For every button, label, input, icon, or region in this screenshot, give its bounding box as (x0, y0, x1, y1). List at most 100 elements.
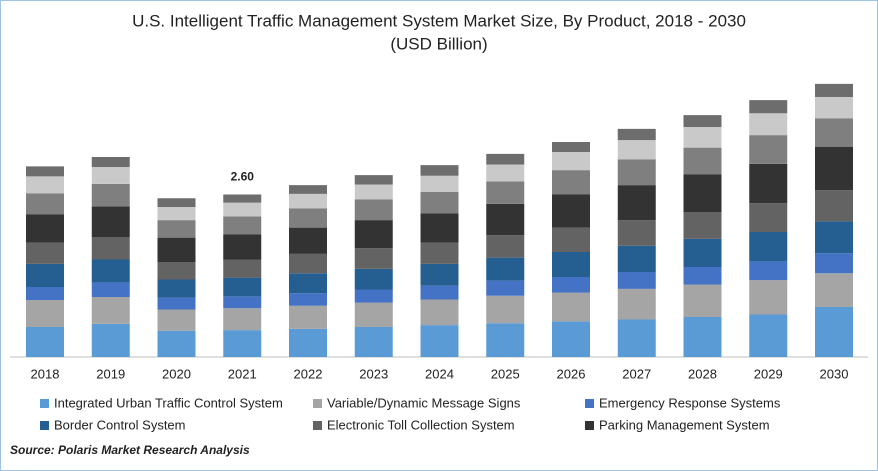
bar-segment (223, 194, 262, 203)
bar-segment (91, 206, 130, 237)
bar-segment (354, 175, 393, 185)
chart-subtitle: (USD Billion) (390, 34, 487, 53)
bar-segment (26, 300, 64, 327)
bar-segment (683, 238, 722, 267)
bar-segment (91, 167, 130, 184)
legend-label: Border Control System (54, 417, 186, 432)
bar-segment (552, 142, 590, 152)
legend-label: Variable/Dynamic Message Signs (327, 395, 521, 410)
bar-segment (26, 166, 64, 177)
bar-segment (486, 203, 525, 236)
bar-segment (617, 220, 656, 246)
bar-segment (26, 242, 64, 264)
bar-segment (26, 214, 64, 243)
legend-label: Parking Management System (599, 417, 770, 432)
bar-segment (749, 113, 788, 136)
bar-segment (157, 330, 196, 357)
bar-segment (223, 234, 262, 260)
bar-segment (486, 280, 525, 296)
bar-segment (91, 237, 130, 260)
bar-segment (157, 279, 196, 298)
bar-segment (289, 305, 327, 329)
bar-segment (26, 176, 64, 194)
x-tick-label: 2019 (96, 366, 125, 381)
bar-segment (486, 181, 525, 204)
bar-segment (420, 263, 459, 286)
legend-swatch (313, 421, 322, 430)
bar-segment (420, 285, 459, 300)
bar-segment (420, 192, 459, 214)
bar-segment (157, 262, 196, 280)
bar-segment (552, 252, 590, 277)
bar-segment (749, 261, 788, 281)
x-tick-label: 2029 (754, 366, 783, 381)
legend-label: Emergency Response Systems (599, 395, 781, 410)
bar-segment (91, 183, 130, 207)
bar-segment (683, 317, 722, 357)
bar-segment (486, 235, 525, 258)
bar-segment (683, 147, 722, 175)
bar-segment (749, 100, 788, 114)
bar-segment (289, 328, 327, 357)
bar-segment (749, 314, 788, 357)
bar-segment (26, 263, 64, 287)
bar-segment (91, 157, 130, 167)
bar-segment (749, 163, 788, 204)
bar-segment (289, 208, 327, 228)
bar-segment (749, 232, 788, 262)
bar-segment (683, 267, 722, 285)
bar-segment (289, 227, 327, 254)
bar-segment (617, 288, 656, 320)
bar-segment (223, 277, 262, 297)
x-tick-label: 2024 (425, 366, 454, 381)
bar-segment (354, 289, 393, 303)
legend-swatch (585, 399, 594, 408)
bar-segment (683, 284, 722, 317)
bar-segment (157, 237, 196, 262)
bar-segment (289, 293, 327, 306)
bar-segment (157, 198, 196, 207)
bar-segment (157, 220, 196, 238)
bar-segment (26, 287, 64, 301)
bar-segment (157, 309, 196, 331)
x-tick-label: 2018 (31, 366, 60, 381)
source: Source: Polaris Market Research Analysis (10, 443, 250, 457)
x-tick-label: 2023 (359, 366, 388, 381)
bar-segment (683, 174, 722, 212)
bar-segment (552, 321, 590, 357)
bar-segment (289, 273, 327, 294)
bar-segment (552, 227, 590, 252)
bar-segment (815, 147, 853, 191)
bar-segment (91, 323, 130, 357)
bar-segment (486, 164, 525, 182)
bar-segment (749, 280, 788, 315)
bar-segment (354, 268, 393, 290)
bar-segment (815, 307, 853, 357)
bar-segment (289, 185, 327, 194)
bar-segment (420, 175, 459, 192)
legend-swatch (313, 399, 322, 408)
bar-segment (289, 193, 327, 209)
x-tick-label: 2026 (557, 366, 586, 381)
bar-segment (815, 83, 853, 97)
legend-swatch (40, 421, 49, 430)
bar-segment (617, 185, 656, 221)
legend-swatch (40, 399, 49, 408)
bar-segment (617, 272, 656, 289)
bar-segment (289, 253, 327, 274)
bar-segment (486, 295, 525, 324)
bar-segment (354, 184, 393, 200)
bar-segment (354, 248, 393, 269)
x-tick-label: 2028 (688, 366, 717, 381)
legend-label: Integrated Urban Traffic Control System (54, 395, 283, 410)
x-tick-label: 2022 (294, 366, 323, 381)
bar-segment (617, 140, 656, 160)
bar-segment (223, 308, 262, 331)
bar-segment (420, 165, 459, 176)
bar-segment (552, 292, 590, 322)
bar-segment (354, 199, 393, 221)
x-tick-label: 2027 (622, 366, 651, 381)
bar-segment (420, 242, 459, 264)
bar-segment (552, 170, 590, 195)
